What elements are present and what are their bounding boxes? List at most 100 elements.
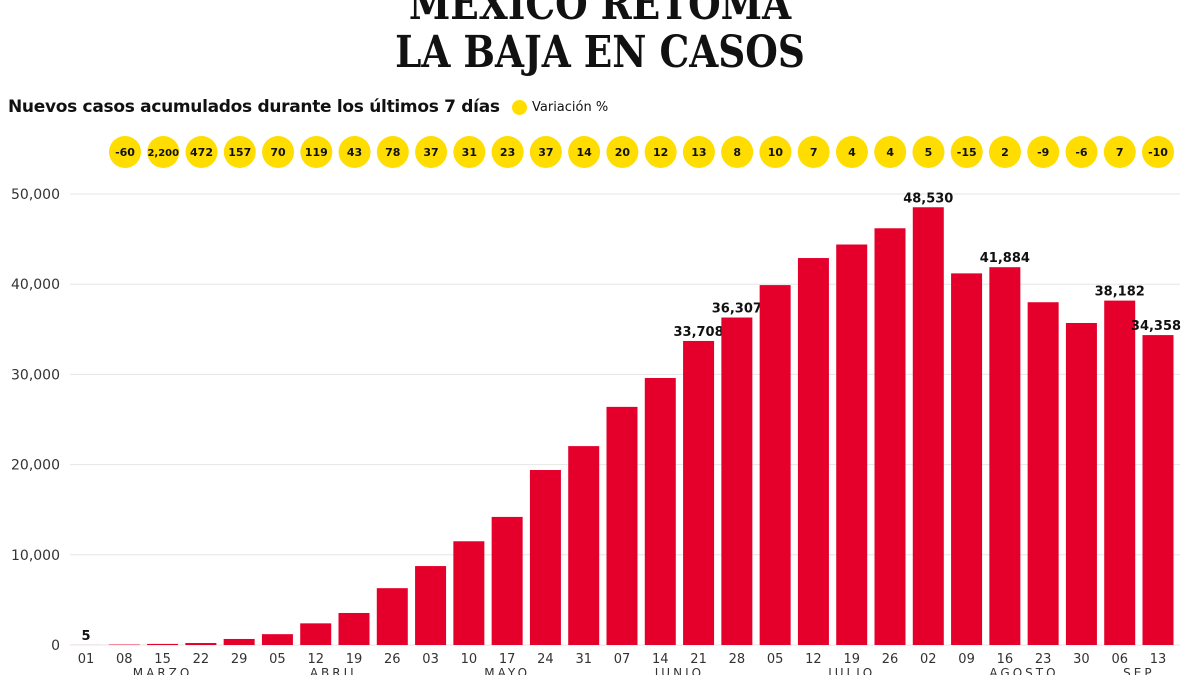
x-tick-label: 26 — [384, 652, 401, 667]
variation-label: 2 — [1001, 146, 1009, 159]
bar — [989, 267, 1021, 645]
x-tick-label: 08 — [116, 652, 133, 667]
variation-label: 31 — [462, 146, 477, 159]
bar — [951, 273, 983, 645]
x-tick-label: 15 — [154, 652, 171, 667]
bar — [338, 612, 370, 645]
x-tick-label: 17 — [499, 652, 516, 667]
legend-label: Variación % — [532, 100, 609, 115]
bar — [1142, 335, 1174, 645]
bar — [606, 406, 638, 645]
variation-circle — [223, 136, 256, 168]
data-label: 38,182 — [1095, 285, 1145, 300]
variation-circle — [644, 136, 677, 168]
y-tick-label: 10,000 — [11, 548, 60, 564]
bar — [261, 634, 293, 645]
bar — [1104, 300, 1136, 645]
variation-circle — [415, 136, 448, 168]
x-tick-label: 09 — [958, 652, 975, 667]
variation-label: 43 — [347, 146, 362, 159]
data-label: 36,307 — [712, 302, 762, 317]
variation-circle — [606, 136, 639, 168]
x-tick-label: 06 — [1111, 652, 1128, 667]
variation-circle — [988, 136, 1021, 168]
variation-circle — [376, 136, 409, 168]
month-label: SEP — [1123, 666, 1154, 675]
x-tick-label: 30 — [1073, 652, 1090, 667]
x-tick-label: 24 — [537, 652, 554, 667]
x-tick-label: 28 — [729, 652, 746, 667]
x-tick-label: 10 — [461, 652, 478, 667]
variation-circle — [721, 136, 754, 168]
variation-label: 14 — [576, 146, 592, 159]
x-tick-label: 31 — [575, 652, 592, 667]
variation-circle — [109, 136, 141, 168]
legend-dot-icon — [512, 100, 527, 115]
month-label: JUNIO — [654, 666, 704, 675]
variation-label: 4 — [886, 146, 894, 159]
month-label: MARZO — [133, 666, 193, 675]
data-label: 34,358 — [1131, 319, 1181, 334]
variation-circle — [912, 136, 945, 168]
variation-circle — [262, 136, 295, 168]
y-tick-label: 40,000 — [11, 277, 60, 293]
bar — [491, 516, 523, 645]
bar — [1027, 302, 1059, 645]
variation-label: 157 — [228, 146, 251, 159]
variation-circle — [682, 136, 715, 168]
bar — [147, 643, 179, 645]
bar — [376, 588, 408, 645]
data-label: 5 — [81, 629, 90, 644]
variation-label: 13 — [691, 146, 706, 159]
bar — [683, 340, 715, 645]
bar — [300, 623, 332, 645]
x-tick-label: 12 — [307, 652, 324, 667]
variation-label: 119 — [305, 146, 328, 159]
bar — [1065, 322, 1097, 645]
variation-label: 7 — [1116, 146, 1124, 159]
variation-circle — [1065, 136, 1098, 168]
y-tick-label: 50,000 — [11, 187, 60, 203]
variation-label: -10 — [1148, 146, 1168, 159]
variation-label: 472 — [190, 146, 213, 159]
bar — [529, 470, 561, 645]
variation-label: 20 — [615, 146, 631, 159]
x-tick-label: 03 — [422, 652, 439, 667]
chart-subtitle: Nuevos casos acumulados durante los últi… — [8, 97, 500, 117]
data-label: 41,884 — [980, 251, 1030, 266]
y-tick-label: 20,000 — [11, 458, 60, 474]
variation-circle — [759, 136, 792, 168]
month-label: ABRIL — [310, 666, 360, 675]
x-tick-label: 16 — [997, 652, 1014, 667]
month-label: MAYO — [484, 666, 530, 675]
month-label: AGOSTO — [989, 666, 1058, 675]
variation-label: -9 — [1037, 146, 1049, 159]
bar — [874, 228, 906, 645]
x-tick-label: 29 — [231, 652, 248, 667]
data-label: 33,708 — [673, 325, 723, 340]
variation-circle — [147, 136, 180, 168]
month-label: JULIO — [827, 666, 875, 675]
x-tick-label: 19 — [843, 652, 860, 667]
x-tick-label: 26 — [882, 652, 899, 667]
x-tick-label: 23 — [1035, 652, 1052, 667]
bar — [759, 285, 791, 645]
legend: Variación % — [512, 100, 608, 115]
variation-label: 37 — [423, 146, 438, 159]
variation-circle — [338, 136, 371, 168]
variation-label: 4 — [848, 146, 856, 159]
x-tick-label: 01 — [78, 652, 95, 667]
variation-label: 7 — [810, 146, 818, 159]
variation-circle — [1142, 136, 1174, 168]
title-line-2: LA BAJA EN CASOS — [395, 27, 805, 78]
bar — [415, 566, 447, 645]
bar — [912, 207, 944, 645]
x-tick-label: 22 — [193, 652, 210, 667]
variation-label: 70 — [270, 146, 286, 159]
bar — [453, 541, 485, 645]
title-line-1: MÉXICO RETOMA — [408, 0, 792, 30]
x-tick-label: 21 — [690, 652, 707, 667]
y-tick-label: 0 — [51, 638, 60, 654]
variation-circle — [453, 136, 486, 168]
